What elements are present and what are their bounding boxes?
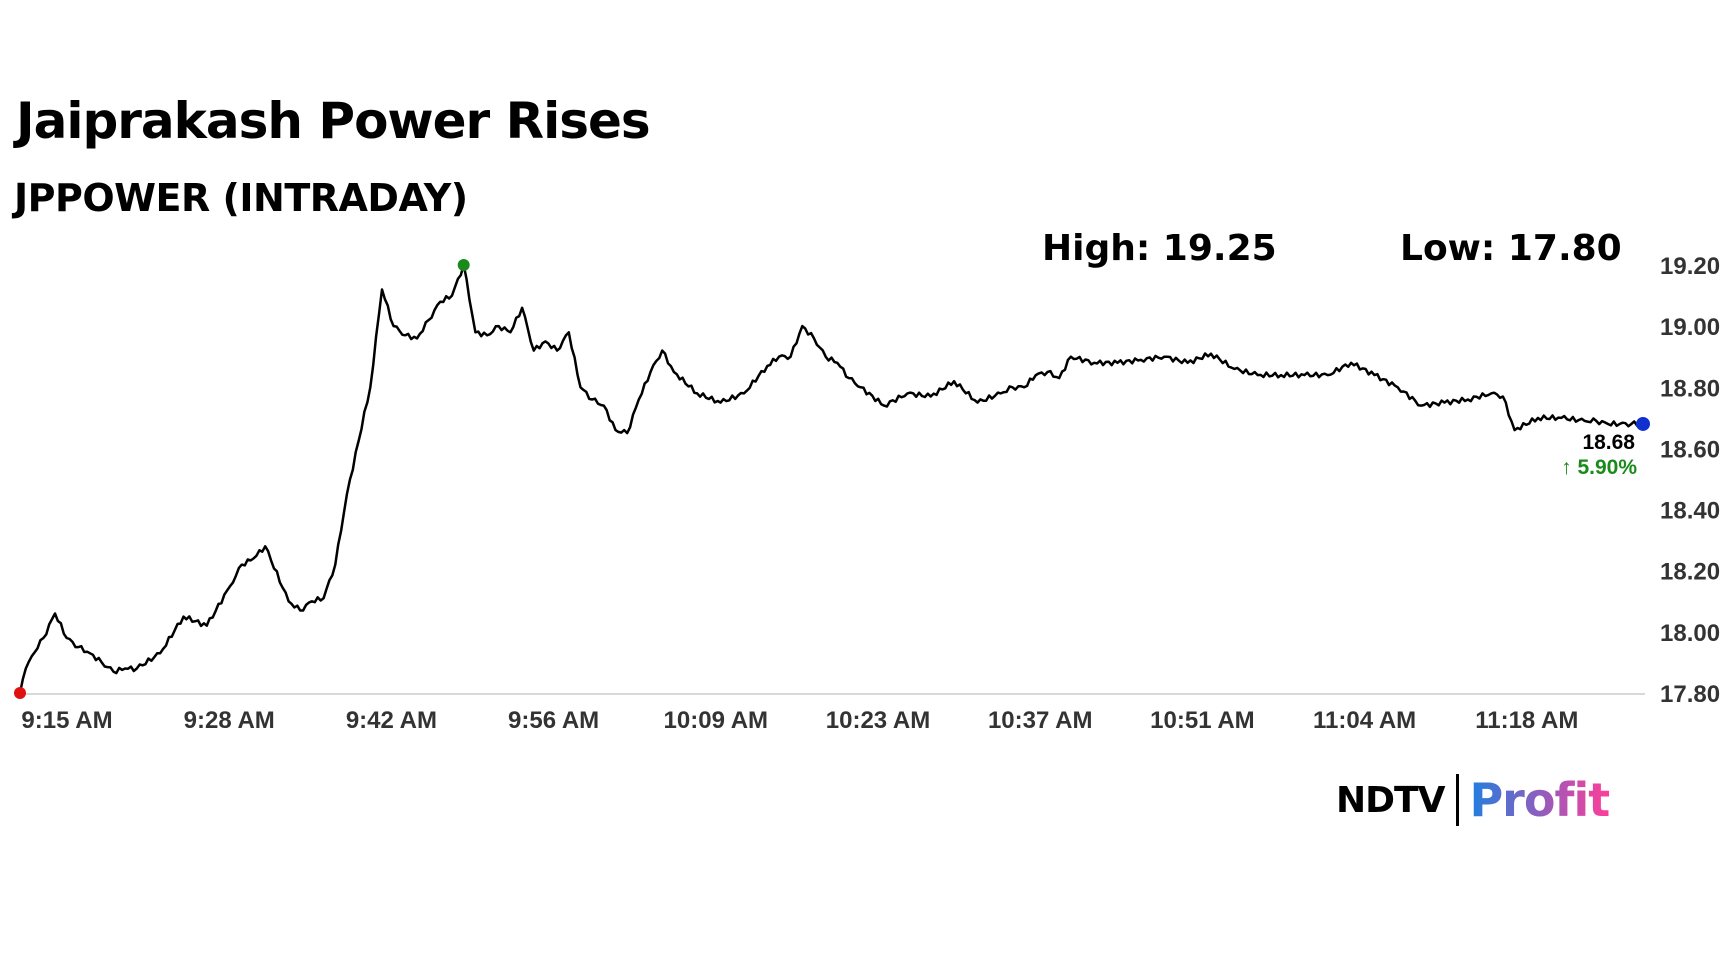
x-tick-label: 9:15 AM (21, 707, 112, 734)
x-tick-label: 9:56 AM (508, 707, 599, 734)
x-tick-label: 9:42 AM (346, 707, 437, 734)
logo-ndtv-text: NDTV (1336, 779, 1445, 821)
logo-profit-text: Profit (1469, 773, 1610, 827)
low-stat: Low: 17.80 (1400, 228, 1622, 269)
y-tick-label: 19.20 (1660, 253, 1720, 280)
y-tick-label: 18.00 (1660, 620, 1720, 647)
x-tick-label: 10:09 AM (664, 707, 768, 734)
x-tick-label: 10:37 AM (988, 707, 1092, 734)
chart-title: Jaiprakash Power Rises (16, 92, 651, 150)
x-tick-label: 10:51 AM (1150, 707, 1254, 734)
high-marker (457, 259, 470, 271)
chart-subtitle: JPPOWER (INTRADAY) (14, 176, 468, 220)
y-tick-label: 17.80 (1660, 681, 1720, 708)
y-tick-label: 18.20 (1660, 559, 1720, 586)
price-line (18, 263, 1643, 694)
x-tick-label: 11:18 AM (1475, 707, 1578, 734)
y-tick-label: 19.00 (1660, 314, 1720, 341)
y-tick-label: 18.40 (1660, 498, 1720, 525)
x-tick-label: 11:04 AM (1313, 707, 1416, 734)
high-stat: High: 19.25 (1042, 228, 1277, 269)
start-marker (14, 687, 26, 699)
logo-divider (1456, 774, 1460, 826)
last-price-label: 18.68 (1582, 431, 1635, 454)
x-tick-label: 10:23 AM (826, 707, 930, 734)
y-tick-label: 18.80 (1660, 375, 1720, 402)
x-axis: 9:15 AM 9:28 AM 9:42 AM 9:56 AM 10:09 AM 10:2… (21, 707, 1578, 734)
y-axis: 19.20 19.00 18.80 18.60 18.40 18.20 18.00 17.80 (1660, 253, 1720, 708)
y-tick-label: 18.60 (1660, 436, 1720, 463)
ndtv-profit-logo: NDTV Profit (1336, 772, 1610, 828)
change-percent-label: ↑ 5.90% (1561, 456, 1637, 479)
x-tick-label: 9:28 AM (184, 707, 275, 734)
last-price-marker (1636, 416, 1650, 431)
